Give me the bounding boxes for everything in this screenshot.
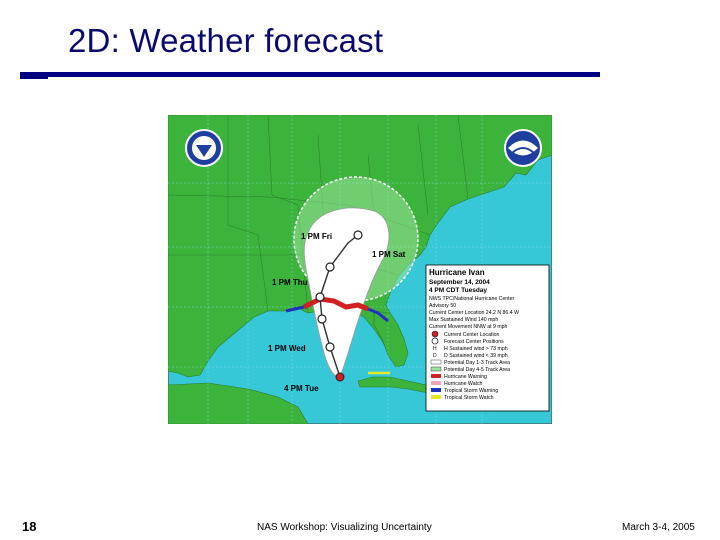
footer-date: March 3-4, 2005: [622, 522, 695, 533]
legend-title: Hurricane Ivan: [429, 268, 485, 277]
legend-item: Potential Day 4-5 Track Area: [444, 367, 510, 373]
florida: [373, 310, 409, 368]
title-underline-accent: [20, 76, 48, 79]
legend-item: Potential Day 1-3 Track Area: [444, 360, 510, 366]
tropical-storm-warning-coast: [367, 307, 389, 323]
legend-date: September 14, 2004: [429, 279, 490, 286]
legend-time: 4 PM CDT Tuesday: [429, 287, 487, 294]
legend-item: Hurricane Warning: [444, 374, 487, 380]
legend-day13-swatch: [430, 359, 442, 365]
legend-advisory: Advisory 50: [429, 303, 456, 309]
title-underline: [20, 72, 600, 77]
forecast-label-thu: 1 PM Thu: [272, 278, 308, 287]
legend-item: Forecast Center Positions: [444, 339, 504, 345]
forecast-point: [325, 342, 335, 352]
forecast-legend: Hurricane Ivan September 14, 2004 4 PM C…: [425, 264, 550, 412]
legend-hurricane-watch-swatch: [431, 381, 441, 385]
legend-ts-warning-swatch: [431, 388, 441, 392]
slide-number: 18: [22, 519, 37, 534]
forecast-label-tue: 4 PM Tue: [284, 384, 319, 393]
legend-item: Tropical Storm Watch: [444, 395, 494, 401]
hurricane-forecast-map: 1 PM Fri 1 PM Sat 1 PM Thu 1 PM Wed 4 PM…: [167, 114, 553, 425]
legend-h-icon: H: [433, 346, 437, 352]
forecast-label-sat: 1 PM Sat: [372, 250, 406, 259]
forecast-label-fri: 1 PM Fri: [301, 232, 332, 241]
legend-item: Current Center Location: [444, 332, 499, 338]
slide-title: 2D: Weather forecast: [68, 22, 384, 59]
forecast-point: [315, 292, 325, 302]
legend-day45-swatch: [430, 366, 442, 372]
legend-ts-watch-swatch: [431, 395, 441, 399]
legend-movement: Current Movement NNW at 9 mph: [429, 324, 508, 330]
legend-item: D Sustained wind < 39 mph: [444, 353, 508, 359]
day-1-3-track-area: [303, 207, 390, 378]
forecast-point: [317, 314, 327, 324]
legend-item: H Sustained wind > 73 mph: [444, 346, 508, 352]
legend-item: Tropical Storm Warning: [444, 388, 498, 394]
legend-item: Hurricane Watch: [444, 381, 483, 387]
legend-d-icon: D: [433, 353, 437, 359]
noaa-logo: [504, 129, 542, 167]
legend-forecast-center-icon: [431, 337, 439, 345]
forecast-point: [335, 372, 345, 382]
legend-current-center-icon: [431, 330, 439, 338]
tropical-storm-warning-coast-west: [285, 305, 305, 313]
legend-max-wind: Max Sustained Wind 140 mph: [429, 317, 498, 323]
footer-event: NAS Workshop: Visualizing Uncertainty: [257, 522, 432, 533]
forecast-point: [325, 262, 335, 272]
forecast-center-positions: [315, 230, 363, 382]
forecast-label-wed: 1 PM Wed: [268, 344, 306, 353]
legend-center-location: Current Center Location 24.2 N 86.4 W: [429, 310, 519, 316]
legend-source: NWS TPC/National Hurricane Center: [429, 296, 515, 302]
legend-hurricane-warning-swatch: [431, 374, 441, 378]
forecast-point: [353, 230, 363, 240]
nws-logo: [185, 129, 223, 167]
